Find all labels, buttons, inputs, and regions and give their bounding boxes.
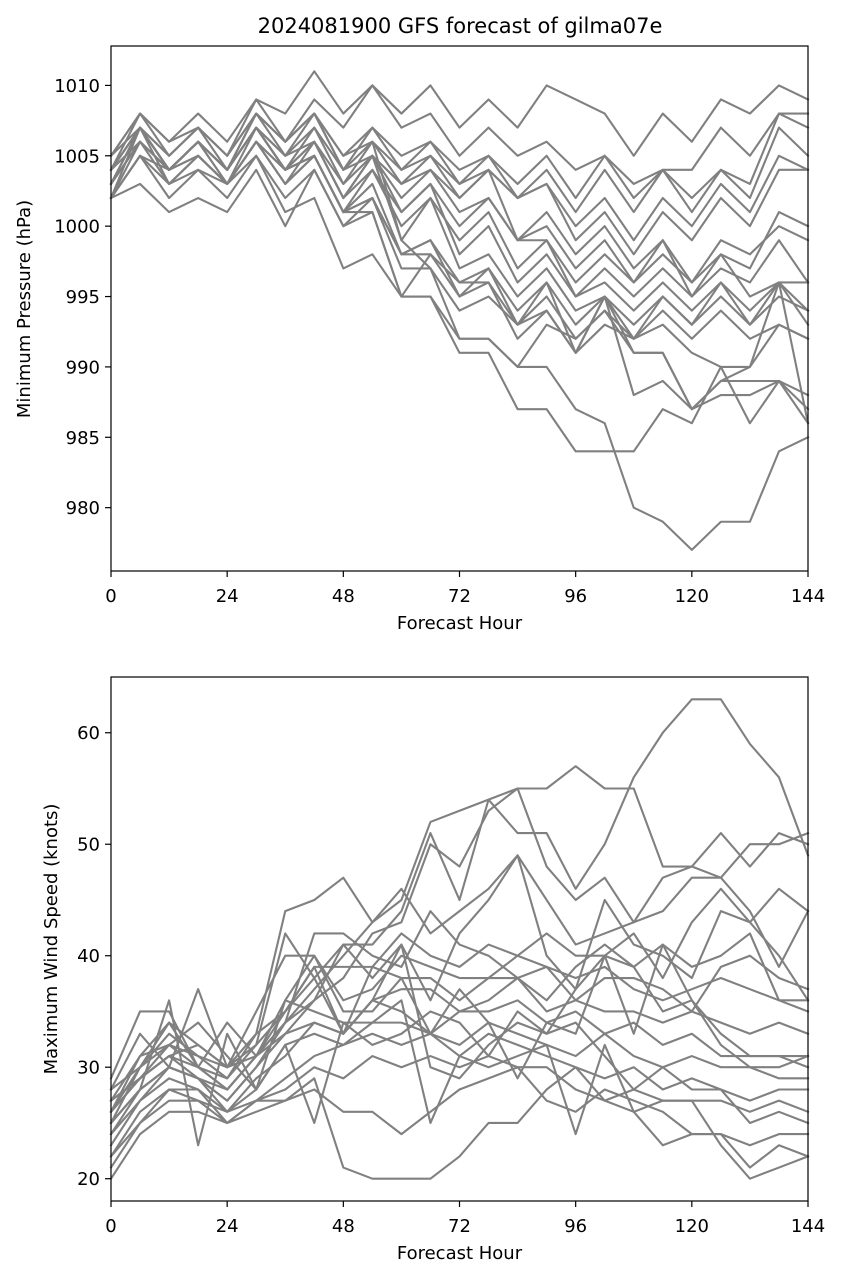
wind-x-tick-label: 120 <box>675 1216 709 1237</box>
wind-x-tick-label: 72 <box>448 1216 471 1237</box>
wind-y-tick-label: 60 <box>77 723 100 744</box>
pressure-x-tick-label: 48 <box>332 586 355 607</box>
pressure-x-axis-label: Forecast Hour <box>397 613 523 634</box>
wind-y-tick-label: 40 <box>77 946 100 967</box>
wind-axes-frame <box>111 677 808 1201</box>
wind-y-axis-label: Maximum Wind Speed (knots) <box>41 804 62 1075</box>
wind-series-line-15 <box>109 1066 810 1180</box>
wind-series-layer <box>109 698 810 1181</box>
wind-x-tick-label: 96 <box>564 1216 587 1237</box>
pressure-series-line-20 <box>109 168 810 425</box>
pressure-series-line-1 <box>109 70 810 158</box>
pressure-axes-frame <box>111 46 808 571</box>
wind-series-line-17 <box>109 943 810 1125</box>
wind-series-line-7 <box>109 910 810 1125</box>
pressure-y-tick-label: 1000 <box>54 217 100 238</box>
wind-series-line-20 <box>109 954 810 1103</box>
wind-series-line-6 <box>109 887 810 1114</box>
wind-series-line-16 <box>109 999 810 1180</box>
pressure-series-layer <box>109 70 810 551</box>
pressure-y-tick-label: 990 <box>66 357 100 378</box>
pressure-y-tick-label: 1010 <box>54 76 100 97</box>
pressure-y-ticks: 980 985 990 995 1000 1005 1010 <box>54 76 111 519</box>
pressure-x-ticks: 0 24 48 72 96 120 144 <box>105 571 825 607</box>
pressure-series-line-19 <box>109 112 810 551</box>
wind-y-ticks: 20 30 40 50 60 <box>77 723 111 1190</box>
wind-x-tick-label: 144 <box>791 1216 825 1237</box>
wind-series-line-19 <box>109 954 810 1114</box>
pressure-y-tick-label: 980 <box>66 498 100 519</box>
wind-series-line-8 <box>109 932 810 1103</box>
wind-x-tick-label: 48 <box>332 1216 355 1237</box>
pressure-x-tick-label: 144 <box>791 586 825 607</box>
pressure-x-tick-label: 72 <box>448 586 471 607</box>
chart-title: 2024081900 GFS forecast of gilma07e <box>258 14 663 38</box>
wind-x-tick-label: 0 <box>105 1216 116 1237</box>
pressure-x-tick-label: 96 <box>564 586 587 607</box>
wind-x-tick-label: 24 <box>216 1216 239 1237</box>
wind-y-tick-label: 30 <box>77 1058 100 1079</box>
pressure-plot-area: 0 24 48 72 96 120 144 980 985 990 995 1000 1005 1010 <box>54 45 825 607</box>
pressure-chart: 2024081900 GFS forecast of gilma07e 0 24 4… <box>14 14 825 634</box>
wind-y-tick-label: 20 <box>77 1169 100 1190</box>
pressure-series-line-18 <box>109 154 810 453</box>
wind-x-ticks: 0 24 48 72 96 120 144 <box>105 1201 825 1237</box>
wind-x-axis-label: Forecast Hour <box>397 1243 523 1264</box>
pressure-x-tick-label: 24 <box>216 586 239 607</box>
pressure-y-tick-label: 995 <box>66 287 100 308</box>
wind-chart: 0 24 48 72 96 120 144 20 30 40 50 60 Forecast Hour… <box>41 676 825 1264</box>
pressure-y-tick-label: 1005 <box>54 146 100 167</box>
pressure-x-tick-label: 0 <box>105 586 116 607</box>
wind-y-tick-label: 50 <box>77 835 100 856</box>
pressure-y-axis-label: Minimum Pressure (hPa) <box>14 200 35 418</box>
wind-plot-area: 0 24 48 72 96 120 144 20 30 40 50 60 <box>77 676 825 1237</box>
pressure-y-tick-label: 985 <box>66 428 100 449</box>
pressure-x-tick-label: 120 <box>675 586 709 607</box>
